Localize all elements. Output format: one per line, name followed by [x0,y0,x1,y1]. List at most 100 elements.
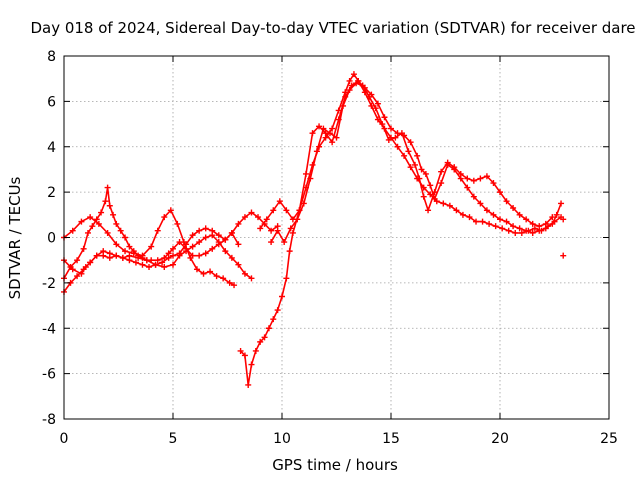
data-point [220,275,227,282]
data-point [333,134,340,141]
data-point [490,211,497,218]
data-point [388,125,394,132]
data-point [279,293,285,300]
data-point [497,189,503,196]
data-point [372,105,379,112]
data-point [161,263,168,270]
data-point [350,71,357,78]
data-point [113,241,120,248]
data-point [235,241,242,248]
data-point [466,214,473,221]
data-point [411,161,418,168]
data-point [252,347,259,354]
data-point [117,227,124,234]
data-point [510,223,517,230]
data-point [510,205,517,212]
y-tick-label: -6 [42,367,56,383]
data-point [270,316,277,323]
data-point [281,239,288,246]
data-point [187,254,194,261]
data-point [505,227,512,234]
data-point [518,229,525,236]
x-tick-label: 10 [273,431,291,447]
data-point [459,211,466,218]
data-point [560,216,567,223]
data-point [139,261,146,268]
data-point [183,248,190,255]
data-point [241,352,248,359]
data-point [170,245,176,252]
data-point [154,227,161,234]
data-point [549,220,556,227]
data-point [274,307,281,314]
series-line [240,73,562,386]
data-point [241,270,248,277]
data-point [69,266,76,273]
y-tick-label: -4 [42,321,56,337]
data-point [80,245,87,252]
data-point [394,143,401,150]
y-tick-label: 0 [47,231,56,247]
data-point [283,207,290,214]
data-point [196,239,203,246]
data-point [427,191,434,198]
data-point [104,184,111,191]
data-point [110,211,117,218]
data-point [268,239,275,246]
x-axis-label: GPS time / hours [272,456,398,474]
data-point [477,200,484,207]
data-point [122,248,129,255]
data-point [440,200,447,207]
data-point [464,175,471,182]
data-point [69,227,76,234]
data-point [444,159,451,166]
y-tick-label: 4 [47,140,56,156]
data-point [294,216,301,223]
data-point [492,223,499,230]
data-point [102,198,109,205]
data-point [113,220,120,227]
series-trace-c [61,207,238,289]
data-point [414,152,421,159]
data-point [196,227,203,234]
data-point [248,361,255,368]
data-point [446,202,453,209]
data-point [93,252,100,259]
data-point [366,93,373,100]
data-point [503,198,510,205]
data-point [202,225,209,232]
data-point [74,273,81,280]
series-line [63,211,279,293]
data-point [228,229,235,236]
data-point [473,218,480,225]
data-point [226,279,233,286]
data-point [119,254,126,261]
x-tick-label: 25 [600,431,618,447]
data-point [189,243,196,250]
data-point [95,220,102,227]
data-point [438,168,445,175]
data-point [139,252,146,259]
data-point [196,252,203,259]
data-point [270,207,277,214]
y-tick-label: 8 [47,49,56,65]
x-tick-label: 0 [60,431,69,447]
data-point [215,239,222,246]
data-point [420,193,427,200]
data-point [309,130,316,137]
data-point [135,254,142,261]
data-point [98,209,105,216]
data-point [381,114,388,121]
data-point [401,152,408,159]
data-point [170,261,176,268]
data-point [418,166,425,173]
series-trace-f [257,77,565,236]
data-point [542,220,549,227]
data-point [274,227,281,234]
data-point [302,170,309,177]
data-point [161,214,168,221]
data-point [265,325,272,332]
data-point [497,216,503,223]
data-point [87,214,94,221]
